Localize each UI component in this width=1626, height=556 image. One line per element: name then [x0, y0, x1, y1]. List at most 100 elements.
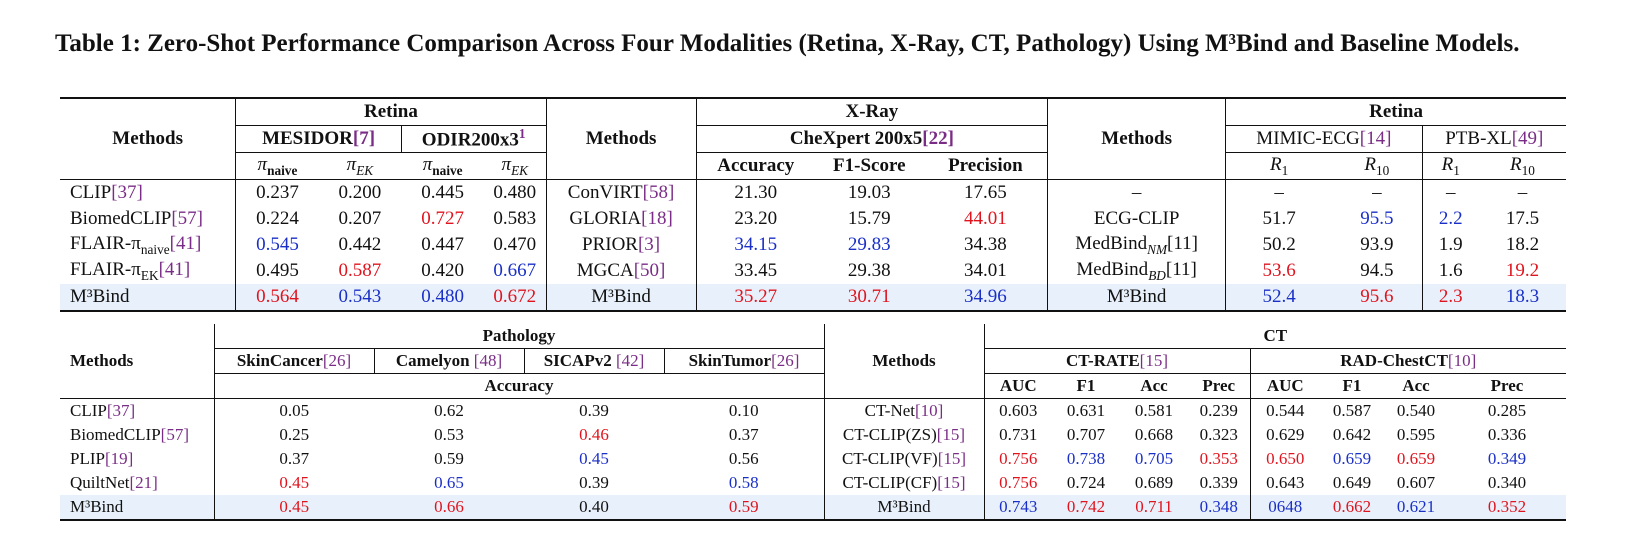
method-name: CLIP[37]: [60, 179, 237, 206]
skintumor-header: SkinTumor[26]: [664, 348, 825, 374]
value-cell: –: [1332, 179, 1423, 206]
value-cell: 0.323: [1188, 423, 1251, 447]
value-cell: 0.607: [1396, 473, 1436, 492]
value-cell: 0.621: [1384, 495, 1448, 520]
value-cell: 0.540: [1396, 401, 1436, 420]
value-cell: 0.727: [421, 208, 465, 229]
value-cell: 0.45: [579, 449, 609, 468]
value-cell: 19.2: [1505, 260, 1540, 281]
pathology-header: Pathology: [214, 324, 825, 349]
auc-header: AUC: [1266, 376, 1304, 395]
value-cell: 0.339: [1188, 471, 1251, 495]
value-cell: 0.45: [279, 473, 310, 492]
value-cell: 0.659: [1332, 449, 1372, 468]
value-cell: 0.668: [1134, 425, 1174, 444]
value-cell: 50.2: [1262, 234, 1296, 255]
value-cell: 2.2: [1438, 208, 1463, 229]
value-cell: 0.742: [1052, 495, 1120, 520]
value-cell: 94.5: [1332, 258, 1423, 284]
table-row-ours: M³Bind 0.564 0.543 0.480 0.672 M³Bind 35…: [60, 284, 1566, 311]
r1-header: R1: [1269, 153, 1289, 178]
method-name: BiomedCLIP[57]: [60, 423, 215, 447]
table-row: PLIP[19] 0.37 0.59 0.45 0.56 CT-CLIP(VF)…: [60, 447, 1566, 471]
pi-ek-header: πEK: [484, 152, 547, 180]
value-cell: 1.9: [1438, 234, 1463, 255]
method-name: QuiltNet[21]: [60, 471, 215, 495]
table-row: BiomedCLIP[57] 0.25 0.53 0.46 0.37 CT-CL…: [60, 423, 1566, 447]
skincancer-header: SkinCancer[26]: [214, 348, 375, 374]
value-cell: 33.45: [734, 260, 778, 281]
value-cell: 95.5: [1332, 206, 1423, 232]
method-name: M³Bind: [546, 284, 697, 311]
table-row: CLIP[37] 0.05 0.62 0.39 0.10 CT-Net[10] …: [60, 398, 1566, 423]
method-name: CT-Net[10]: [824, 398, 985, 423]
value-cell: 0.53: [434, 425, 464, 444]
value-cell: 0.420: [421, 260, 465, 281]
pi-naive-header: πnaive: [257, 153, 298, 178]
bottom-results-table: Methods Pathology Methods CT SkinCancer[…: [60, 324, 1566, 521]
value-cell: 0.59: [434, 449, 464, 468]
value-cell: 17.65: [923, 179, 1049, 206]
accuracy-header: Accuracy: [717, 155, 795, 176]
r10-header: R10: [1510, 153, 1535, 178]
method-name: MedBindBD[11]: [1047, 258, 1227, 284]
value-cell: 52.4: [1225, 284, 1333, 311]
value-cell: 0.595: [1396, 425, 1436, 444]
method-name: BiomedCLIP[57]: [60, 206, 237, 232]
value-cell: 0.353: [1188, 447, 1251, 471]
method-name: CT-CLIP(VF)[15]: [824, 447, 985, 471]
methods-header: Methods: [824, 324, 985, 399]
value-cell: 0.59: [664, 495, 825, 520]
value-cell: –: [1446, 182, 1456, 203]
prec-header: Prec: [1490, 376, 1524, 395]
value-cell: 1.6: [1438, 260, 1463, 281]
value-cell: 23.20: [734, 208, 778, 229]
value-cell: 51.7: [1262, 208, 1296, 229]
value-cell: 0.689: [1134, 473, 1174, 492]
retina-header: Retina: [235, 98, 547, 126]
table-caption: Table 1: Zero-Shot Performance Compariso…: [55, 30, 1520, 57]
value-cell: 93.9: [1332, 232, 1423, 258]
value-cell: 0.336: [1487, 425, 1527, 444]
method-name: FLAIR-πEK[41]: [60, 258, 237, 284]
value-cell: 0.207: [338, 208, 382, 229]
value-cell: 19.03: [847, 182, 891, 203]
value-cell: 0.56: [664, 447, 825, 471]
value-cell: 34.96: [923, 284, 1049, 311]
method-name: MedBindNM[11]: [1047, 232, 1227, 258]
value-cell: 0.224: [256, 208, 299, 229]
method-name: CLIP[37]: [60, 398, 215, 423]
value-cell: 0.447: [421, 234, 465, 255]
table-row: FLAIR-πnaive[41] 0.545 0.442 0.447 0.470…: [60, 232, 1566, 258]
value-cell: 0.445: [421, 182, 465, 203]
method-name: CT-CLIP(ZS)[15]: [824, 423, 985, 447]
value-cell: 17.5: [1505, 208, 1540, 229]
value-cell: 0.340: [1487, 473, 1527, 492]
value-cell: 0.731: [999, 425, 1038, 444]
value-cell: 0.756: [999, 473, 1038, 492]
acc-header: Acc: [1140, 376, 1168, 395]
value-cell: 0.348: [1188, 495, 1251, 520]
retina-header-2: Retina: [1225, 98, 1566, 126]
value-cell: 0.564: [235, 284, 319, 311]
methods-header: Methods: [60, 98, 237, 180]
auc-header: AUC: [999, 376, 1037, 395]
method-name: M³Bind: [824, 495, 985, 520]
value-cell: 0.285: [1487, 401, 1527, 420]
f1-header: F1-Score: [833, 155, 906, 176]
methods-header: Methods: [546, 98, 697, 180]
value-cell: 0.237: [256, 182, 299, 203]
value-cell: 18.2: [1505, 234, 1540, 255]
value-cell: 0.724: [1066, 473, 1106, 492]
value-cell: 0.667: [484, 258, 547, 284]
ct-header: CT: [984, 324, 1566, 349]
method-name: CT-CLIP(CF)[15]: [824, 471, 985, 495]
value-cell: 0.581: [1134, 401, 1174, 420]
ptb-header: PTB-XL[49]: [1422, 125, 1566, 153]
value-cell: 0.649: [1332, 473, 1372, 492]
value-cell: 0648: [1250, 495, 1320, 520]
value-cell: 0.662: [1320, 495, 1384, 520]
f1-header: F1: [1342, 376, 1362, 395]
method-name: ConVIRT[58]: [546, 179, 697, 206]
odir-header: ODIR200x31: [401, 125, 547, 153]
